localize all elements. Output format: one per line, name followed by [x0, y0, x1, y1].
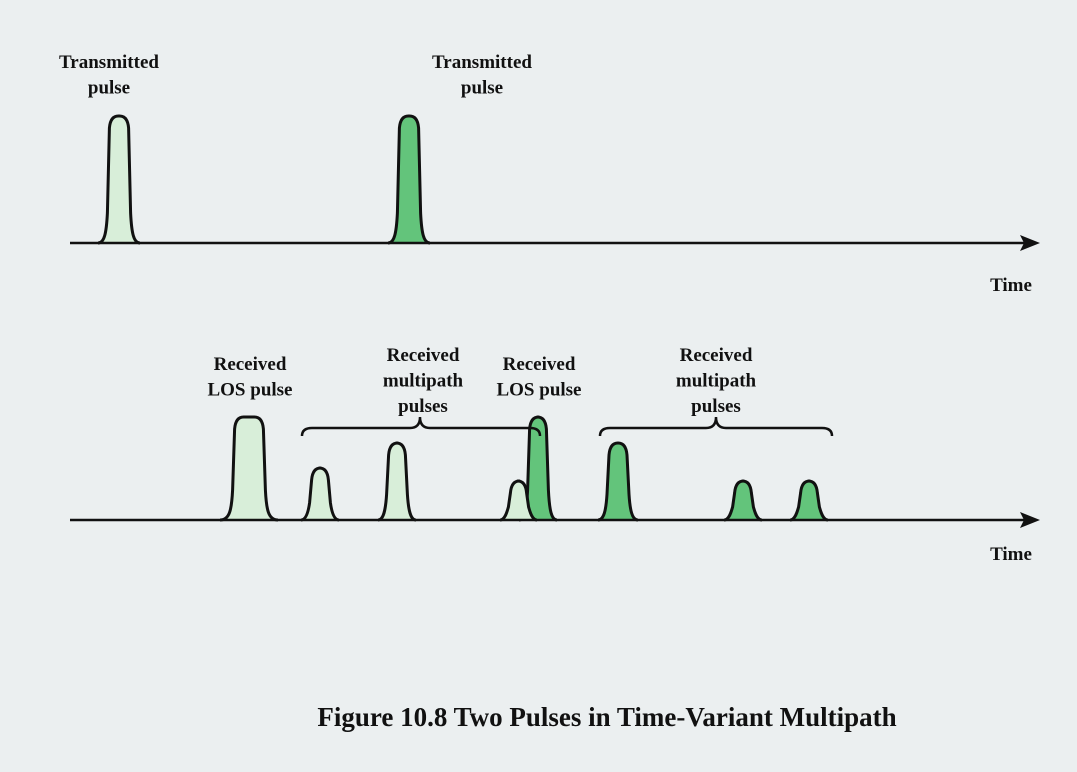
axes	[70, 241, 1025, 522]
brace	[300, 416, 542, 437]
pulse	[97, 114, 141, 245]
brace	[598, 416, 834, 437]
label: Transmitted	[432, 52, 532, 73]
label: LOS pulse	[496, 380, 581, 401]
label: Transmitted	[59, 52, 159, 73]
label: pulse	[461, 78, 503, 99]
pulse	[387, 114, 431, 245]
label: pulses	[691, 396, 741, 417]
label: LOS pulse	[207, 380, 292, 401]
pulse	[219, 415, 279, 522]
pulse	[499, 479, 538, 522]
pulse	[377, 441, 417, 522]
label: pulses	[398, 396, 448, 417]
label: Received	[503, 354, 576, 375]
label: Received	[214, 354, 287, 375]
label: Time	[990, 544, 1032, 565]
label: pulse	[88, 78, 130, 99]
caption: Figure 10.8 Two Pulses in Time-Variant M…	[317, 702, 896, 732]
label: Time	[990, 275, 1032, 296]
label: multipath	[676, 371, 757, 392]
pulse	[597, 441, 639, 522]
pulse	[723, 479, 763, 522]
label: multipath	[383, 371, 464, 392]
label: Received	[387, 345, 460, 366]
pulse	[300, 466, 340, 522]
pulse	[789, 479, 829, 522]
label: Received	[680, 345, 753, 366]
